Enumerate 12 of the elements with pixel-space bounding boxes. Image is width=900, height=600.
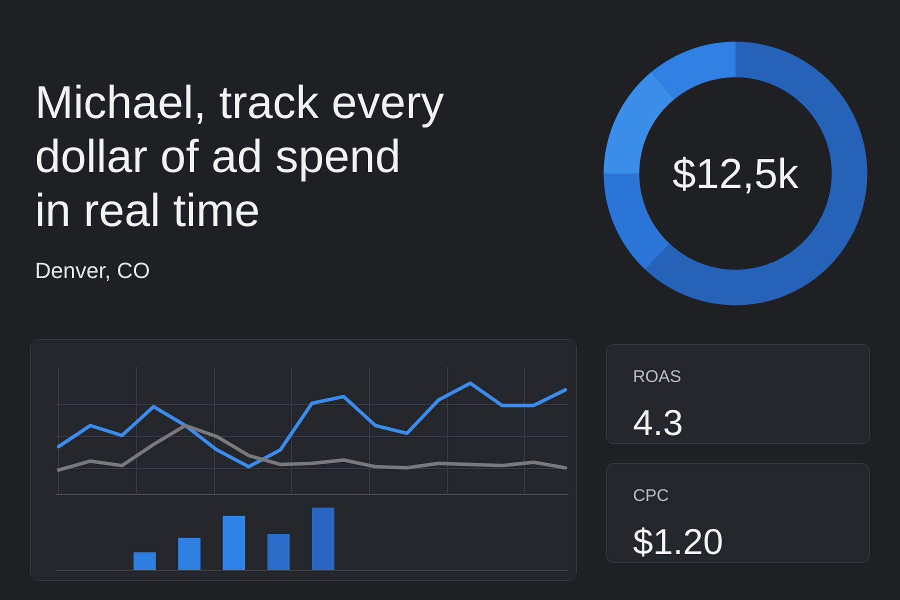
text: 4.3 [633, 401, 684, 446]
text: $1.20 [633, 520, 724, 564]
bar [178, 538, 200, 570]
text: CPC [633, 485, 670, 507]
bar [267, 534, 290, 570]
text: Michael, track every dollar of ad spend in real time [35, 75, 446, 237]
text: ROAS [633, 366, 682, 388]
bar [312, 508, 334, 570]
bar [134, 552, 156, 570]
text: Denver, CO [35, 257, 151, 285]
text: $12,5k [672, 150, 800, 197]
bar [222, 516, 246, 570]
